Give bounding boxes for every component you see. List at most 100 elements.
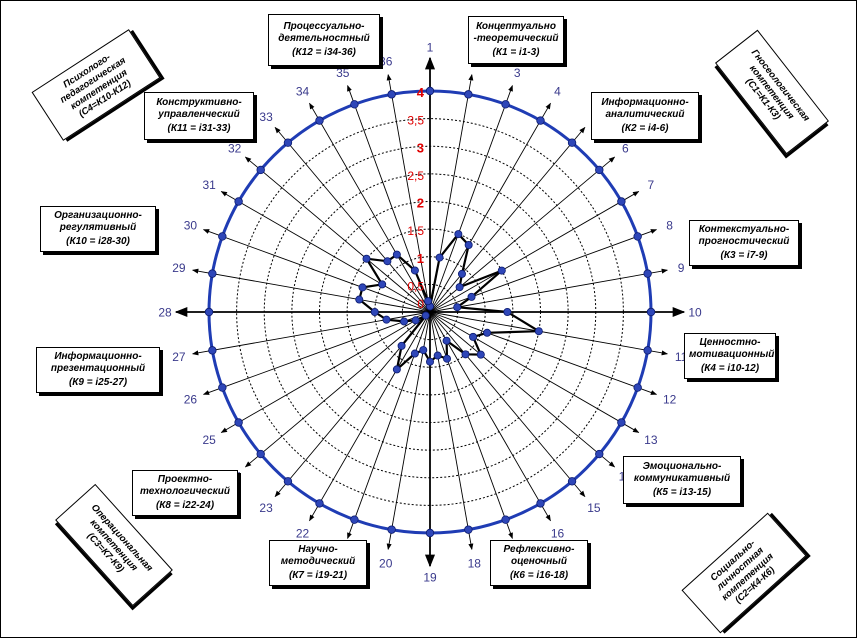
box-k6-formula: (К6 = i16-18) [509,570,569,581]
series-circle-point-7 [617,197,626,206]
axis-label-1: 1 [427,41,434,55]
spoke-axis-14 [429,311,616,468]
spoke-axis-33 [274,126,431,313]
series-profile-point-34 [392,250,401,259]
series-circle-point-18 [464,525,473,534]
series-profile-point-18 [433,351,442,360]
box-k8-title: Проектно- технологический [140,474,230,497]
series-circle-point-4 [536,116,545,125]
box-k1-title: Концептуально -теоретический [473,21,559,44]
spoke-axis-27 [192,311,431,356]
box-k11-formula: (К11 = i31-33) [167,123,231,134]
spoke-axis-17 [429,311,513,540]
box-k6: Рефлексивно- оценочный (К6 = i16-18) [490,540,588,586]
series-circle-point-26 [218,383,227,392]
series-profile-point-3 [454,230,463,239]
series-profile-point-25 [411,316,420,325]
axis-label-27: 27 [172,350,186,364]
box-k10-formula: (К10 = i28-30) [66,236,130,247]
series-profile-point-19 [425,357,434,366]
series-profile-point-29 [355,295,364,304]
axis-label-33: 33 [259,110,273,124]
series-circle-point-8 [633,232,642,241]
series-circle-point-17 [501,515,510,524]
axis-label-15: 15 [587,501,601,515]
box-k12-formula: (К12 = i34-36) [292,47,356,58]
series-profile-point-28 [370,307,379,316]
spoke-axis-34 [309,102,431,313]
spoke-axis-9 [429,268,668,313]
box-k2-title: Информационно- аналитический [601,97,689,120]
box-k11: Конструктивно- управленческий (К11 = i31… [144,92,254,140]
axis-label-35: 35 [336,66,350,80]
series-profile-point-17 [443,354,452,363]
box-k3-formula: (К3 = i7-9) [720,250,768,261]
series-circle-point-22 [315,499,324,508]
series-circle-point-13 [617,418,626,427]
spoke-axis-18 [429,311,474,550]
spoke-axis-13 [429,311,640,433]
series-profile-point-13 [469,332,478,341]
spoke-axis-21 [347,311,431,540]
box-k1: Концептуально -теоретический (К1 = i1-3) [468,16,564,64]
series-circle-point-19 [425,528,435,538]
series-profile-point-14 [476,350,485,359]
box-k4-formula: (К4 = i10-12) [700,363,760,374]
series-profile-point-8 [467,292,476,301]
axis-label-30: 30 [184,218,198,232]
axis-label-22: 22 [296,526,310,540]
spoke-axis-24 [244,311,431,468]
box-k5: Эмоционально- коммуникативный (К5 = i13-… [623,456,741,504]
series-circle-point-28 [204,307,214,317]
series-circle-point-33 [283,138,293,147]
spoke-axis-11 [429,311,668,356]
spoke-axis-22 [309,311,431,522]
axis-label-9: 9 [678,261,685,275]
box-k11-title: Конструктивно- управленческий [156,97,242,120]
spoke-axis-3 [429,84,513,313]
series-circle-point-1 [425,86,435,96]
series-circle-point-2 [464,90,473,99]
axis-label-25: 25 [202,433,216,447]
axis-label-34: 34 [296,85,310,99]
box-k7: Научно- методический (К7 = i19-21) [269,540,367,586]
box-k9: Информационно- презентационный (К9 = i25… [36,347,160,393]
axis-label-10: 10 [688,306,702,320]
axis-label-28: 28 [158,306,172,320]
axis-label-23: 23 [259,501,273,515]
axis-label-8: 8 [666,218,673,232]
series-circle-point-11 [643,346,652,355]
axis-label-12: 12 [663,393,677,407]
spoke-axis-32 [244,156,431,313]
spoke-axis-26 [202,311,431,395]
spoke-axis-25 [220,311,431,433]
series-circle-point-3 [501,100,510,109]
series-profile-point-6 [455,283,464,292]
series-circle-point-34 [315,116,324,125]
box-k12-title: Процессуально- деятельностный [278,21,370,44]
axis-label-16: 16 [551,526,565,540]
axis-label-36: 36 [379,54,393,68]
spoke-axis-29 [192,268,431,313]
axis-label-7: 7 [647,178,654,192]
axis-label-13: 13 [644,433,658,447]
series-profile-point-21 [410,349,419,358]
axis-label-18: 18 [468,557,482,571]
series-profile-point-20 [419,346,428,355]
series-circle-point-23 [283,477,293,486]
radial-tick-label: 2 [417,196,424,211]
spoke-axis-15 [429,311,586,498]
series-profile-point-2 [435,253,444,262]
series-circle-point-9 [643,269,652,278]
series-circle-point-27 [208,346,217,355]
box-k3-title: Контекстуально- прогностический [698,224,790,247]
series-circle-point-21 [350,515,359,524]
box-k2-formula: (К2 = i4-6) [621,123,669,134]
series-profile-point-27 [382,315,391,324]
box-k4: Ценностно- мотивационный (К4 = i10-12) [684,333,776,379]
series-profile-point-16 [442,336,451,345]
series-profile-point-26 [400,317,409,326]
axis-label-3: 3 [514,66,521,80]
radial-tick-label: 4 [417,85,425,100]
series-circle-point-12 [633,383,642,392]
